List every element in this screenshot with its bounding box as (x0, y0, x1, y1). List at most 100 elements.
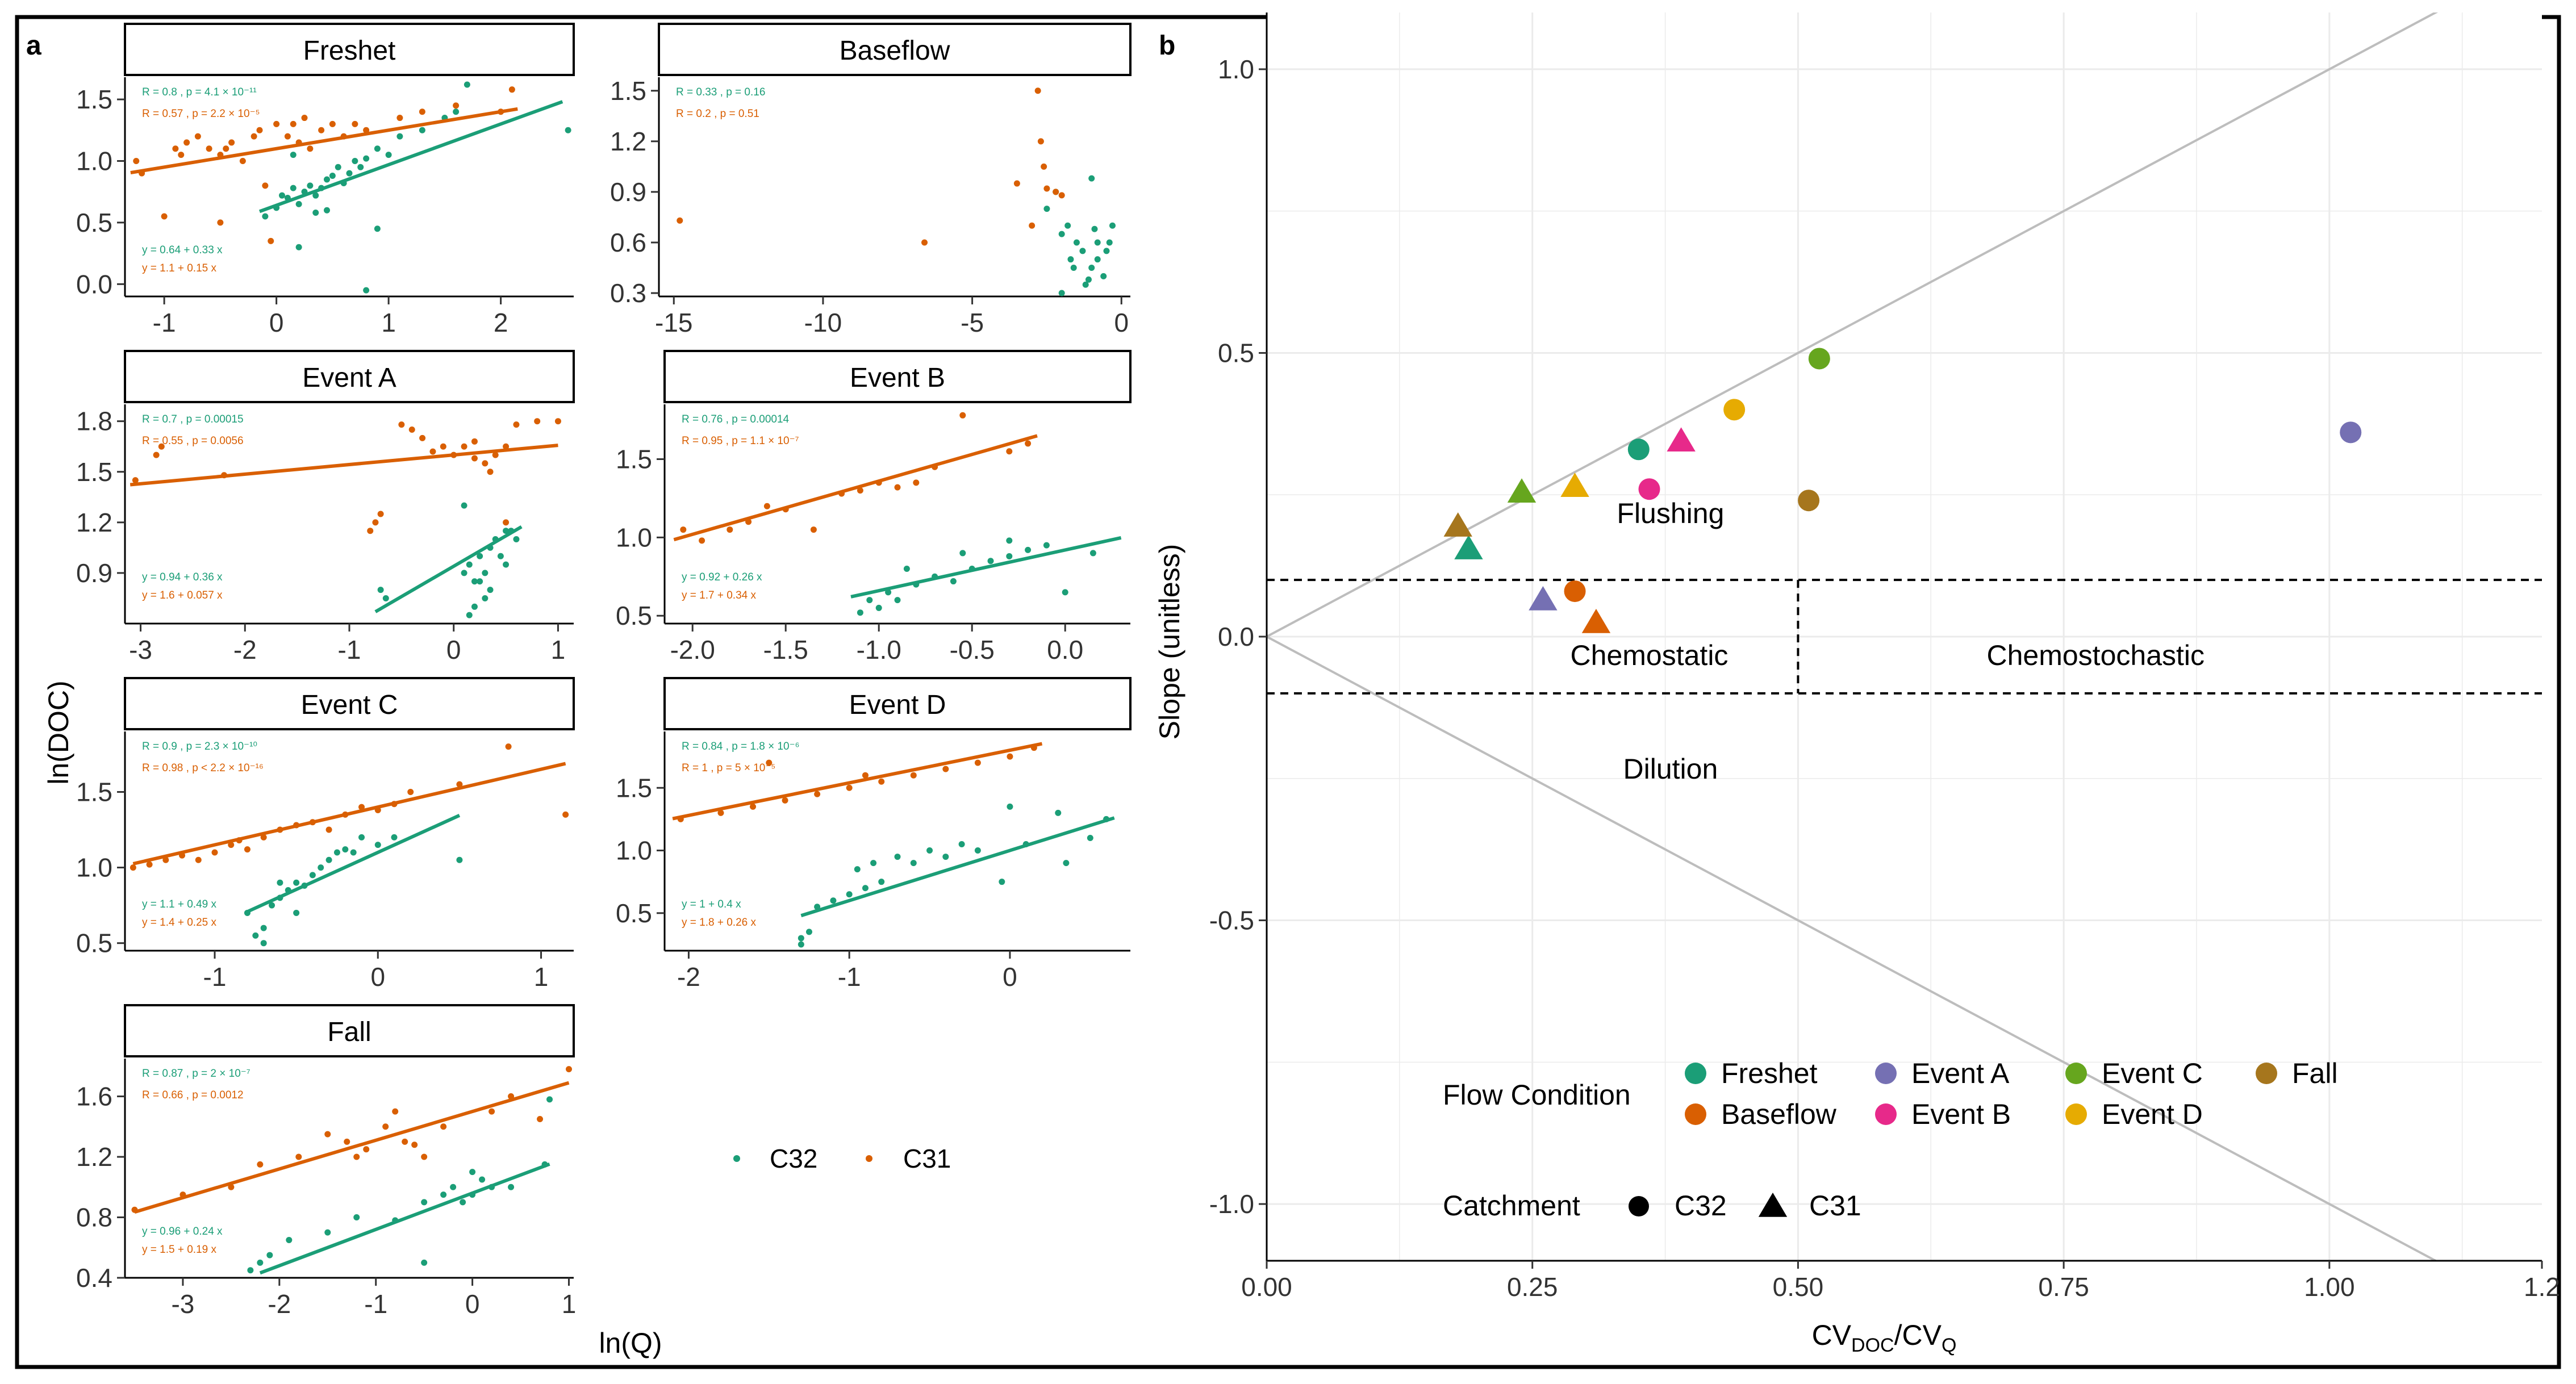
legend-key-condition (1875, 1063, 1897, 1084)
y-tick-label: 1.5 (616, 445, 652, 474)
data-point-c32 (421, 1199, 428, 1206)
data-point-c32 (508, 1184, 515, 1190)
facet-eventB: Event B 0.5 1.0 1.5 -2.0 -1.5 -1.0 -0.5 0.0 R = 0… (616, 350, 1132, 664)
y-tick-label: -0.5 (1209, 906, 1254, 935)
facet-title: Freshet (303, 36, 396, 66)
data-point-c32 (878, 879, 885, 885)
data-point-c32 (461, 502, 467, 509)
facet-title: Event B (850, 363, 945, 393)
data-point-c32 (374, 145, 381, 152)
data-point-c31 (293, 822, 300, 829)
data-point-c31 (162, 856, 169, 863)
data-point-c32 (546, 1096, 553, 1103)
data-point-c32 (377, 587, 384, 593)
legend-key-circle (1629, 1196, 1649, 1216)
data-point-c31 (239, 157, 246, 164)
data-point-c31 (329, 120, 336, 127)
data-point-c32 (340, 179, 347, 186)
data-point-c32 (1088, 265, 1095, 271)
data-point-triangle (1560, 473, 1589, 497)
equation-c32: y = 0.96 + 0.24 x (142, 1226, 223, 1237)
x-tick-label: -1.0 (857, 635, 901, 664)
data-point-c31 (1006, 448, 1013, 455)
data-point-c32 (1085, 276, 1092, 283)
data-point-c31 (353, 1153, 360, 1160)
data-point-c31 (763, 503, 770, 509)
data-point-c32 (466, 561, 473, 568)
data-point-c32 (1022, 841, 1029, 848)
data-point-c32 (798, 935, 804, 942)
data-point-c32 (346, 170, 353, 177)
x-tick-label: 0.25 (1507, 1272, 1558, 1302)
legend-label-condition: Event C (2102, 1057, 2203, 1089)
data-point-c32 (798, 941, 804, 948)
data-point-c31 (396, 115, 403, 122)
data-point-c31 (505, 743, 512, 750)
data-point-c32 (1063, 860, 1070, 867)
data-point-c32 (456, 856, 463, 863)
data-point-c31 (921, 239, 928, 246)
data-point-c31 (766, 759, 773, 766)
data-point-c32 (968, 566, 975, 572)
data-point-c32 (1006, 537, 1013, 544)
y-tick-label: 1.0 (616, 522, 652, 552)
data-point-c32 (309, 872, 316, 879)
data-point-c31 (1041, 163, 1047, 170)
x-tick-label: -1 (153, 308, 176, 337)
data-point-c31 (1013, 180, 1020, 187)
data-point-c32 (875, 604, 882, 611)
legend-label-condition: Fall (2292, 1057, 2338, 1089)
data-point-c32 (1073, 239, 1080, 246)
y-tick-label: 1.5 (76, 777, 112, 806)
data-point-c31 (284, 133, 291, 140)
legend-key-condition (2065, 1063, 2087, 1084)
data-point-c32 (1109, 222, 1116, 229)
data-point-c32 (477, 553, 483, 559)
data-point-c31 (894, 484, 901, 491)
data-point-circle (1808, 348, 1830, 370)
data-point-c32 (247, 1267, 254, 1274)
stat-label-c31: R = 0.66 , p = 0.0012 (142, 1089, 244, 1101)
legend-key-triangle (1758, 1193, 1788, 1217)
facet-title-strip (124, 350, 575, 403)
data-point-c32 (1055, 809, 1062, 816)
data-point-c32 (482, 570, 489, 576)
stat-label-c32: R = 0.9 , p = 2.3 × 10⁻¹⁰ (142, 741, 257, 752)
equation-c31: y = 1.6 + 0.057 x (142, 589, 223, 601)
data-point-c32 (999, 879, 1005, 885)
data-point-c32 (1089, 550, 1096, 557)
x-tick-label: 1 (551, 635, 566, 664)
facet-eventC: Event C 0.5 1.0 1.5 -1 0 1 R = 0.9 , p = 2.3 × … (76, 677, 575, 992)
data-point-c32 (460, 1199, 466, 1206)
x-tick-label: -2 (233, 635, 257, 664)
fit-line-c31 (672, 742, 1043, 821)
y-tick-label: 0.9 (610, 177, 646, 207)
y-tick-label: 0.8 (76, 1203, 112, 1232)
fit-line-c32 (800, 816, 1115, 918)
x-tick-label: 1 (534, 962, 549, 992)
data-point-c31 (498, 108, 504, 115)
data-point-c31 (228, 139, 235, 146)
data-point-c31 (309, 819, 316, 826)
data-point-c32 (1062, 589, 1068, 596)
equation-c32: y = 1 + 0.4 x (682, 898, 741, 910)
data-point-c32 (870, 860, 877, 867)
legend-panel-a: C32 C31 (733, 1144, 951, 1173)
equation-c31: y = 1.7 + 0.34 x (682, 589, 756, 601)
data-point-c31 (221, 472, 228, 479)
data-point-c32 (461, 570, 467, 576)
y-tick-label: 0.0 (76, 269, 112, 299)
data-point-c31 (178, 152, 185, 158)
data-point-c32 (329, 172, 336, 179)
data-point-c31 (1025, 440, 1032, 447)
data-point-c31 (419, 108, 425, 115)
x-tick-label: 2 (494, 308, 508, 337)
facet-title-strip (663, 677, 1132, 730)
data-point-c32 (324, 207, 330, 214)
y-tick-label: 1.2 (76, 1142, 112, 1172)
data-point-c31 (508, 86, 515, 93)
data-point-c31 (262, 182, 269, 189)
equation-c32: y = 0.94 + 0.36 x (142, 571, 223, 583)
data-point-c32 (421, 1259, 428, 1266)
data-point-circle (2340, 421, 2362, 444)
